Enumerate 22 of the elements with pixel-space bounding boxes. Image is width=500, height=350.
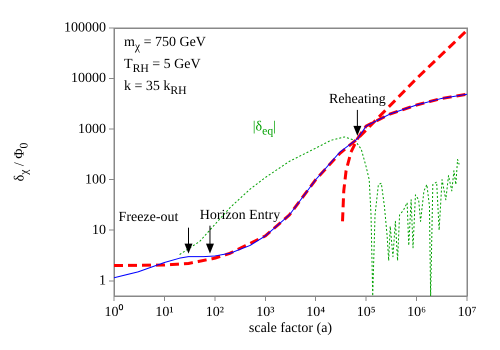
y-tick-label: 10 [92,222,106,238]
annotation: m$_{χ}$ = 750 GeV [124,34,206,55]
series-label: |δ$_{eq}$| [252,118,276,140]
y-tick-label: 100000 [64,20,106,36]
x-tick-label: 10³ [256,305,274,320]
x-axis-title: scale factor (a) [248,320,332,337]
x-tick-label: 10¹ [155,305,174,320]
annotation: T$_{RH}$ = 5 GeV [124,56,201,77]
x-tick-label: 10⁴ [306,305,326,320]
y-tick-label: 100 [85,172,106,188]
x-tick-label: 10⁶ [407,305,426,320]
x-tick-label: 10⁷ [458,305,477,320]
x-tick-label: 10⁵ [356,305,376,320]
y-tick-label: 1 [99,273,106,288]
annotation: k = 35 k$_{RH}$ [124,78,187,99]
annotation: Freeze-out [118,208,178,226]
x-tick-label: 10⁰ [104,304,124,320]
y-tick-label: 10000 [71,71,106,86]
x-tick-label: 10² [206,305,224,320]
annotation: Reheating [328,90,386,108]
annotation: Horizon Entry [200,206,280,224]
y-tick-label: 1000 [78,122,106,137]
